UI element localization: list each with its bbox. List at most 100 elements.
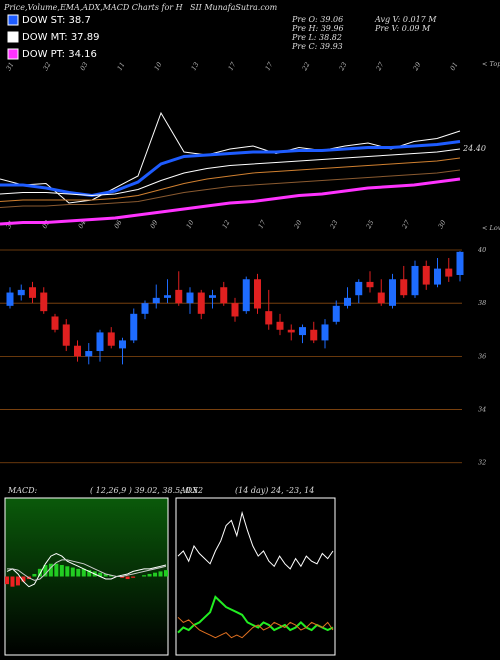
date-label: 30 [437,219,448,230]
y-tick-label: 32 [478,459,486,467]
candle-body [197,292,205,314]
date-label: 12 [221,219,232,230]
candle-body [141,303,149,314]
candle-body [220,287,228,304]
title-right: SII MunafaSutra.com [190,3,278,12]
candle-body [186,292,194,304]
y-tick-label: 38 [478,299,486,307]
date-label: 17 [227,60,238,72]
candle-body [175,289,183,304]
date-label: 17 [257,218,268,230]
panel-params: ( 12,26,9 ) 39.02, 38.5, 0.52 [90,486,203,495]
histogram-bar [43,565,48,577]
candle-body [422,265,430,285]
legend-label: DOW MT: 37.89 [22,32,99,43]
date-label: 11 [116,61,127,72]
date-label: 06 [113,219,124,230]
stat: Pre O: 39.06 [291,15,343,24]
candle-body [265,311,273,325]
candle-body [287,329,295,333]
candle-body [107,332,115,346]
histogram-bar [76,568,81,577]
candle-body [231,303,239,317]
date-label: 01 [449,61,460,72]
stat: Pre C: 39.93 [291,42,343,51]
legend-swatch [7,48,19,60]
adx-panel [175,497,336,656]
price-line [0,177,461,226]
price-line [0,148,461,197]
histogram-bar [48,563,53,577]
price-line [0,157,461,202]
candle-body [389,279,396,306]
date-label: 32 [42,61,53,72]
date-label: 25 [364,219,376,231]
candle-body [321,324,329,341]
title-left: Price,Volume,EMA,ADX,MACD Charts for H [3,3,184,12]
date-label: 09 [149,219,160,230]
candle-body [96,332,104,352]
candle-body [51,316,59,330]
date-label: 03 [41,219,52,230]
adx-line [177,616,334,639]
candle-body [164,295,171,298]
date-label: 27 [374,60,386,73]
date-label: 23 [328,219,340,231]
panel-title: MACD: [7,486,38,495]
histogram-bar [37,568,42,577]
legend-swatch [7,31,19,43]
y-tick-label: 36 [478,352,486,360]
date-label: 10 [153,61,164,72]
macd-line [7,559,167,581]
legend-swatch [7,14,19,26]
candle-body [355,281,363,296]
candle-body [434,268,441,285]
candle-body [411,265,419,296]
stat: Pre H: 39.96 [291,24,344,33]
y-tick-label: 40 [477,246,486,254]
candle-body [209,295,216,298]
histogram-bar [109,575,114,577]
histogram-bar [131,576,136,578]
candle-body [130,313,138,341]
histogram-bar [59,565,64,577]
date-label: 22 [300,61,312,73]
histogram-bar [103,573,108,577]
candle-body [344,297,351,306]
histogram-bar [21,576,26,582]
macd-panel [4,497,169,656]
histogram-bar [54,563,59,577]
lows-label: < Lows [482,224,500,232]
histogram-bar [87,570,92,577]
price-label: 24.40 [462,144,486,153]
panel-params: (14 day) 24, -23, 14 [235,486,314,495]
date-label: 04 [77,219,88,230]
stat: Pre L: 38.82 [291,33,342,42]
histogram-bar [158,571,163,577]
macd-line [6,552,167,588]
candle-body [366,281,374,288]
date-label: 13 [190,61,201,72]
histogram-bar [70,567,75,577]
histogram-bar [10,576,15,587]
date-label: 31 [5,61,16,72]
date-label: 10 [185,219,196,230]
candle-body [276,321,284,330]
histogram-bar [125,576,130,580]
histogram-bar [147,573,152,577]
date-label: 29 [411,61,423,73]
candle-body [62,324,70,346]
tops-label: < Tops [482,60,500,68]
candle-body [299,327,306,336]
candle-body [74,345,81,357]
histogram-bar [142,575,147,577]
candle-body [242,279,250,312]
histogram-bar [164,570,168,577]
date-label: 20 [292,219,304,231]
candle-body [377,292,385,304]
stat: Avg V: 0.017 M [374,15,437,24]
candle-body [40,292,48,312]
candle-body [17,289,25,296]
candle-body [310,329,318,341]
